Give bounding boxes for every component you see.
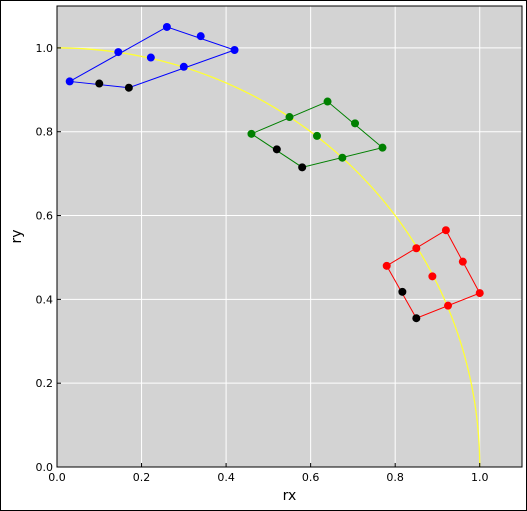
data-point bbox=[378, 143, 387, 152]
black-data-point bbox=[124, 83, 133, 92]
curve-layer bbox=[56, 47, 481, 468]
x-tick-label: 0.4 bbox=[217, 471, 235, 484]
x-axis-label: rx bbox=[283, 488, 297, 504]
data-point bbox=[475, 289, 484, 298]
data-point bbox=[65, 77, 74, 86]
y-tick-label: 0.6 bbox=[36, 210, 54, 223]
data-point bbox=[162, 22, 171, 31]
data-point bbox=[444, 301, 453, 310]
x-tick-label: 0.6 bbox=[302, 471, 320, 484]
data-point bbox=[412, 244, 421, 253]
x-tick-label: 1.0 bbox=[471, 471, 489, 484]
black-data-point bbox=[298, 163, 307, 172]
y-tick-label: 1.0 bbox=[36, 42, 54, 55]
data-point bbox=[179, 62, 188, 71]
y-tick-label: 0.0 bbox=[36, 461, 54, 474]
series-1 bbox=[247, 97, 387, 172]
data-point bbox=[312, 131, 321, 140]
series-layer bbox=[65, 22, 484, 323]
black-data-point bbox=[272, 145, 281, 154]
data-point bbox=[230, 46, 239, 55]
y-axis-label: ry bbox=[9, 229, 25, 243]
unit-circle-curve bbox=[56, 47, 481, 468]
x-tick-label: 0.2 bbox=[133, 471, 151, 484]
y-tick-label: 0.4 bbox=[36, 293, 54, 306]
y-tick-label: 0.2 bbox=[36, 377, 54, 390]
black-data-point bbox=[398, 287, 407, 296]
black-data-point bbox=[95, 79, 104, 88]
black-data-point bbox=[412, 314, 421, 323]
data-point bbox=[146, 53, 155, 62]
x-tick-label: 0.0 bbox=[48, 471, 66, 484]
plot-background bbox=[57, 6, 522, 467]
x-tick-label: 0.8 bbox=[386, 471, 404, 484]
data-point bbox=[441, 226, 450, 235]
plot-frame bbox=[56, 5, 523, 468]
data-point bbox=[323, 97, 332, 106]
data-point bbox=[247, 129, 256, 138]
axis-ticks: 0.0 0.2 0.4 0.6 0.8 1.0 0.0 0.2 0.4 0.6 0.8 1.0 bbox=[36, 42, 489, 484]
y-tick-label: 0.8 bbox=[36, 126, 54, 139]
series-2 bbox=[382, 226, 484, 323]
data-point bbox=[338, 153, 347, 162]
data-point bbox=[285, 113, 294, 122]
data-point bbox=[382, 261, 391, 270]
data-point bbox=[196, 32, 205, 41]
data-point bbox=[458, 257, 467, 266]
data-point bbox=[428, 272, 437, 281]
data-point bbox=[114, 48, 123, 57]
series-0 bbox=[65, 22, 239, 92]
data-point bbox=[351, 119, 360, 128]
